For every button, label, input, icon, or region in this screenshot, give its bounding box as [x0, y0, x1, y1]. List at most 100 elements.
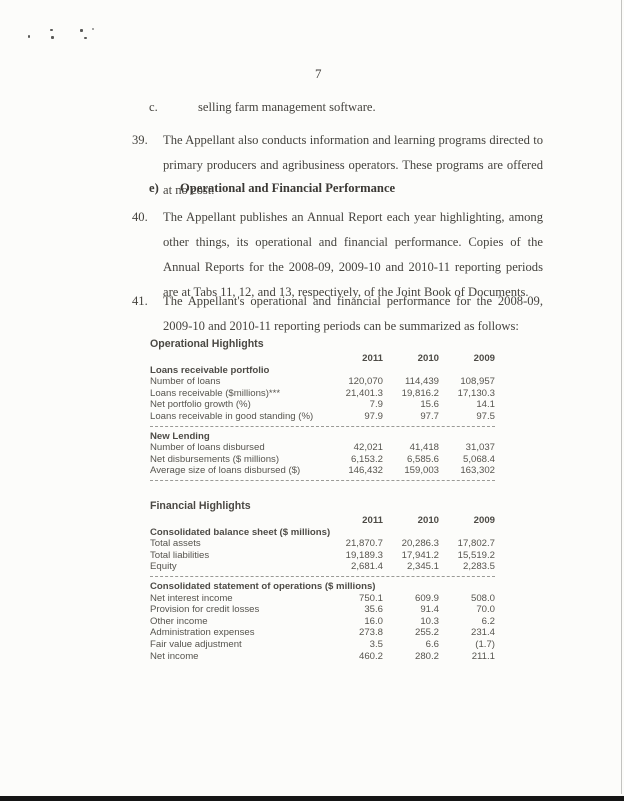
- table-row: Administration expenses 273.8 255.2 231.…: [150, 627, 495, 639]
- table-row: Number of loans 120,070 114,439 108,957: [150, 376, 495, 388]
- row-label: Net portfolio growth (%): [150, 399, 251, 411]
- cell-value: 6.2: [481, 615, 495, 627]
- table-row: Net income 460.2 280.2 211.1: [150, 651, 495, 663]
- row-label: Loans receivable in good standing (%): [150, 410, 314, 422]
- financial-highlights-table: Financial Highlights 2011 2010 2009 Cons…: [150, 500, 495, 662]
- cell-value: 120,070: [348, 376, 383, 388]
- row-label: Total liabilities: [150, 549, 210, 561]
- scan-bottom-border: [0, 796, 624, 801]
- cell-value: 15,519.2: [457, 549, 495, 561]
- paragraph-39: 39. The Appellant also conducts informat…: [132, 128, 543, 203]
- cell-value: 42,021: [353, 442, 383, 454]
- row-label: Fair value adjustment: [150, 638, 242, 650]
- table-section-header: Consolidated balance sheet ($ millions): [150, 526, 331, 538]
- cell-value: 273.8: [358, 627, 383, 639]
- cell-value: 7.9: [369, 399, 383, 411]
- table-title: Financial Highlights: [150, 500, 251, 512]
- row-label: Net interest income: [150, 592, 233, 604]
- cell-value: 17,941.2: [401, 549, 439, 561]
- table-row: Fair value adjustment 3.5 6.6 (1.7): [150, 639, 495, 651]
- cell-value: 21,401.3: [345, 387, 383, 399]
- cell-value: 14.1: [476, 399, 495, 411]
- cell-value: 609.9: [414, 592, 439, 604]
- year-column-header: 2010: [417, 515, 439, 526]
- table-separator: [150, 575, 495, 577]
- cell-value: 17,130.3: [457, 387, 495, 399]
- table-section-header: Loans receivable portfolio: [150, 364, 270, 376]
- cell-value: 231.4: [470, 627, 495, 639]
- cell-value: 70.0: [476, 604, 495, 616]
- table-year-header-row: 2011 2010 2009: [150, 515, 495, 527]
- scan-artifact: [84, 37, 87, 39]
- cell-value: 41,418: [409, 442, 439, 454]
- cell-value: 17,802.7: [457, 538, 495, 550]
- cell-value: 19,189.3: [345, 549, 383, 561]
- cell-value: 750.1: [358, 592, 383, 604]
- paragraph-40: 40. The Appellant publishes an Annual Re…: [132, 205, 543, 305]
- row-label: Other income: [150, 615, 208, 627]
- cell-value: 97.5: [476, 410, 495, 422]
- cell-value: 3.5: [369, 638, 383, 650]
- cell-value: 6,585.6: [406, 453, 439, 465]
- scan-artifact: [51, 36, 54, 39]
- row-label: Net disbursements ($ millions): [150, 453, 280, 465]
- table-row: Net disbursements ($ millions) 6,153.2 6…: [150, 454, 495, 466]
- cell-value: 6.6: [425, 638, 439, 650]
- paragraph-number: 40.: [132, 210, 148, 224]
- cell-value: 16.0: [364, 615, 383, 627]
- table-row: Other income 16.0 10.3 6.2: [150, 616, 495, 628]
- paragraph-text: The Appellant also conducts information …: [163, 133, 543, 197]
- row-label: Provision for credit losses: [150, 604, 260, 616]
- cell-value: 5,068.4: [462, 453, 495, 465]
- section-heading-operational-and-financial-performance: e) Operational and Financial Performance: [149, 181, 395, 196]
- scan-artifact: [80, 29, 83, 32]
- operational-highlights-table: Operational Highlights 2011 2010 2009 Lo…: [150, 338, 495, 485]
- row-label: Average size of loans disbursed ($): [150, 465, 301, 477]
- table-row: Total liabilities 19,189.3 17,941.2 15,5…: [150, 550, 495, 562]
- cell-value: 2,345.1: [406, 561, 439, 573]
- list-item-c-text: selling farm management software.: [198, 100, 376, 114]
- scan-right-edge: [621, 0, 622, 794]
- page-number: 7: [315, 66, 322, 81]
- row-label: Number of loans disbursed: [150, 442, 265, 454]
- spacer-cell: [150, 353, 327, 365]
- list-item-c-marker: c.: [149, 100, 158, 114]
- table-row: Total assets 21,870.7 20,286.3 17,802.7: [150, 538, 495, 550]
- row-label: Equity: [150, 561, 177, 573]
- cell-value: 20,286.3: [401, 538, 439, 550]
- table-row: Number of loans disbursed 42,021 41,418 …: [150, 442, 495, 454]
- cell-value: 163,302: [460, 465, 495, 477]
- table-row: Loans receivable ($millions)*** 21,401.3…: [150, 388, 495, 400]
- paragraph-number: 39.: [132, 133, 148, 147]
- cell-value: (1.7): [475, 638, 495, 650]
- cell-value: 280.2: [414, 650, 439, 662]
- cell-value: 35.6: [364, 604, 383, 616]
- cell-value: 10.3: [420, 615, 439, 627]
- scan-artifact: [92, 28, 94, 30]
- table-row: Net interest income 750.1 609.9 508.0: [150, 593, 495, 605]
- table-row: Loans receivable in good standing (%) 97…: [150, 411, 495, 423]
- table-separator: [150, 479, 495, 481]
- cell-value: 6,153.2: [350, 453, 383, 465]
- table-year-header-row: 2011 2010 2009: [150, 353, 495, 365]
- year-column-header: 2009: [473, 353, 495, 364]
- paragraph-text: The Appellant's operational and financia…: [163, 294, 543, 333]
- row-label: Number of loans: [150, 376, 221, 388]
- cell-value: 460.2: [358, 650, 383, 662]
- table-section-header: New Lending: [150, 430, 210, 442]
- year-column-header: 2011: [362, 353, 383, 364]
- section-heading-text: Operational and Financial Performance: [180, 181, 396, 195]
- paragraph-text: The Appellant publishes an Annual Report…: [163, 210, 543, 299]
- paragraph-41: 41. The Appellant's operational and fina…: [132, 289, 543, 339]
- year-column-header: 2011: [362, 515, 383, 526]
- cell-value: 211.1: [471, 650, 495, 662]
- spacer-cell: [150, 515, 327, 527]
- row-label: Administration expenses: [150, 627, 255, 639]
- cell-value: 15.6: [420, 399, 439, 411]
- table-row: Average size of loans disbursed ($) 146,…: [150, 465, 495, 477]
- section-heading-marker: e): [149, 181, 159, 195]
- cell-value: 2,283.5: [462, 561, 495, 573]
- cell-value: 97.7: [420, 410, 439, 422]
- cell-value: 159,003: [404, 465, 439, 477]
